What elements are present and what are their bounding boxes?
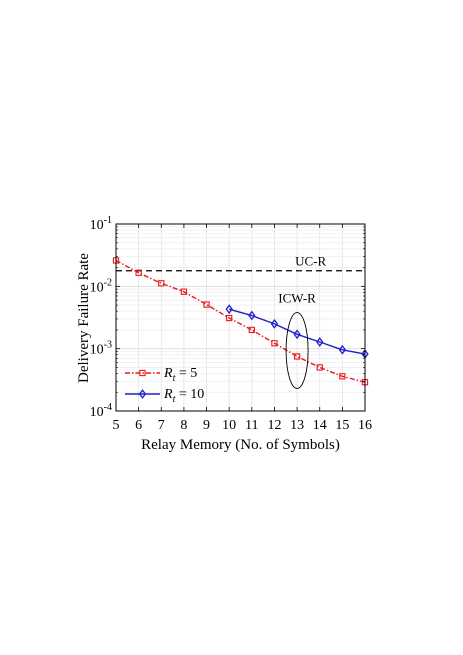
data-point-square bbox=[271, 340, 278, 347]
y-tick-label: 10-3 bbox=[90, 340, 112, 358]
x-tick-label: 8 bbox=[180, 418, 187, 433]
x-tick-label: 16 bbox=[358, 418, 372, 433]
data-point-diamond bbox=[316, 337, 324, 347]
x-tick-label: 9 bbox=[203, 418, 210, 433]
x-tick-label: 13 bbox=[290, 418, 304, 433]
data-point-square bbox=[316, 364, 323, 371]
data-point-square bbox=[293, 353, 301, 360]
axes: 5 6 7 8 9 10 11 12 13 14 15 16 10-4 10-3 10-2 10-1 bbox=[90, 215, 372, 433]
data-point-square bbox=[226, 314, 233, 322]
data-point-square bbox=[158, 280, 165, 287]
y-tick-label: 10-2 bbox=[90, 277, 112, 295]
data-point-square bbox=[135, 269, 142, 276]
legend: Rt = 5 Rt = 10 bbox=[125, 366, 204, 405]
series-layer: UC-R ICW-R Rt = 5 Rt = 10 bbox=[112, 254, 369, 405]
x-tick-label: 12 bbox=[267, 418, 281, 433]
x-tick-label: 15 bbox=[335, 418, 349, 433]
y-axis-label: Delivery Failure Rate bbox=[76, 253, 92, 383]
annotation-ellipse bbox=[285, 312, 309, 389]
plot-frame bbox=[115, 223, 366, 412]
data-point-square bbox=[248, 326, 255, 334]
y-tick-label: 10-1 bbox=[90, 215, 112, 233]
x-tick-label: 7 bbox=[158, 418, 165, 433]
x-tick-label: 11 bbox=[245, 418, 258, 433]
legend-label: Rt = 10 bbox=[163, 387, 204, 405]
series-line-2 bbox=[228, 308, 366, 355]
annotation-label: ICW-R bbox=[278, 291, 316, 306]
reference-line-label: UC-R bbox=[295, 254, 326, 269]
x-tick-label: 6 bbox=[135, 418, 142, 433]
x-tick-label: 10 bbox=[222, 418, 236, 433]
series-line-1 bbox=[115, 259, 366, 383]
data-point-diamond bbox=[248, 310, 256, 321]
y-tick-label: 10-4 bbox=[90, 402, 112, 420]
grid bbox=[116, 224, 365, 411]
data-point-square bbox=[139, 369, 146, 377]
x-axis-label: Relay Memory (No. of Symbols) bbox=[141, 437, 340, 453]
data-point-diamond bbox=[338, 344, 347, 355]
data-point-diamond bbox=[138, 389, 147, 399]
x-tick-label: 5 bbox=[113, 418, 120, 433]
data-point-diamond bbox=[293, 329, 301, 340]
data-point-diamond bbox=[270, 318, 279, 329]
data-point-square bbox=[339, 373, 346, 380]
data-point-square bbox=[203, 301, 210, 308]
data-point-diamond bbox=[225, 304, 233, 315]
data-point-square bbox=[180, 288, 188, 295]
x-tick-label: 14 bbox=[313, 418, 327, 433]
legend-label: Rt = 5 bbox=[163, 366, 197, 384]
